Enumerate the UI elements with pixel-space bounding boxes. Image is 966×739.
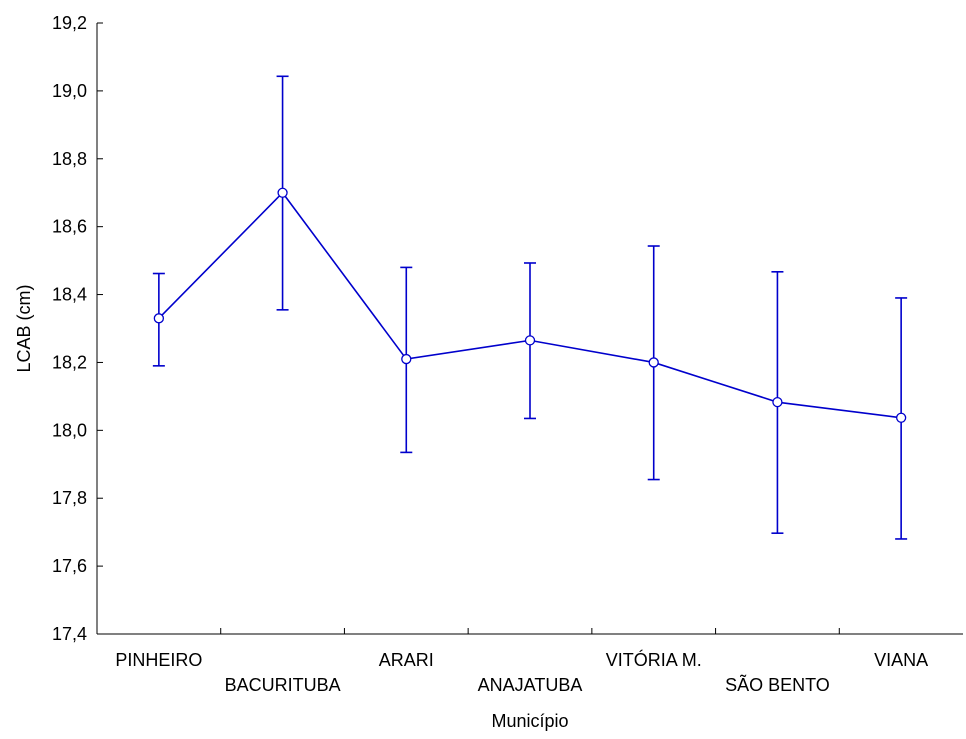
y-ticks: 17,4 17,6 17,8 18,0 18,2 18,4 18,6 18,8 19,0 19,2 bbox=[52, 13, 103, 644]
y-tick-label: 18,0 bbox=[52, 420, 87, 440]
y-tick-label: 17,6 bbox=[52, 556, 87, 576]
x-ticks: PINHEIRO BACURITUBA ARARI ANAJATUBA VITÓRIA … bbox=[115, 628, 928, 695]
y-tick-label: 19,0 bbox=[52, 81, 87, 101]
y-tick-label: 17,4 bbox=[52, 624, 87, 644]
axes bbox=[96, 23, 963, 635]
series-layer bbox=[152, 75, 908, 540]
x-tick-label: VITÓRIA M. bbox=[606, 649, 702, 670]
x-tick-label: SÃO BENTO bbox=[725, 674, 830, 695]
data-point bbox=[277, 187, 288, 198]
y-axis-label: LCAB (cm) bbox=[14, 284, 34, 372]
data-point bbox=[401, 353, 412, 365]
y-tick-label: 18,2 bbox=[52, 352, 87, 372]
y-tick-label: 18,4 bbox=[52, 285, 87, 305]
data-point bbox=[153, 313, 165, 324]
y-tick-label: 18,8 bbox=[52, 149, 87, 169]
x-tick-label: PINHEIRO bbox=[115, 650, 202, 670]
y-tick-label: 19,2 bbox=[52, 13, 87, 33]
data-point bbox=[648, 357, 659, 368]
data-point bbox=[772, 397, 783, 408]
x-tick-label: ANAJATUBA bbox=[478, 675, 583, 695]
data-point bbox=[524, 335, 536, 346]
x-tick-label: BACURITUBA bbox=[225, 675, 341, 695]
x-tick-label: ARARI bbox=[379, 650, 434, 670]
x-axis-label: Município bbox=[491, 711, 568, 731]
x-tick-label: VIANA bbox=[874, 650, 928, 670]
y-tick-label: 18,6 bbox=[52, 217, 87, 237]
data-point bbox=[895, 412, 907, 423]
y-tick-label: 17,8 bbox=[52, 488, 87, 508]
